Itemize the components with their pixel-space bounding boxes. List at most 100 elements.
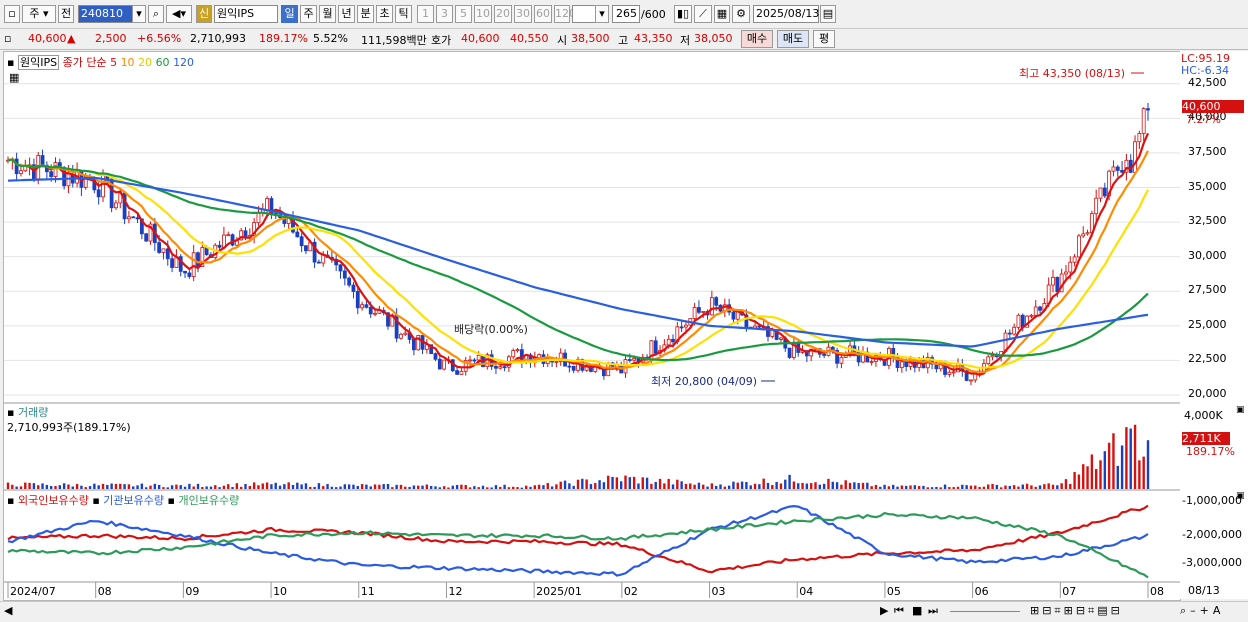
volume-bar — [304, 483, 308, 489]
chart-area[interactable]: 2024/07 08 09 10 11 12 2025/01 02 03 04 05 06 07 08 최… — [3, 51, 1181, 601]
candle — [1051, 269, 1055, 293]
tool-icons[interactable]: ⊞⊟⌗⊞⊟⌗▤⊟ — [1030, 604, 1123, 617]
volume-bar — [1021, 484, 1024, 489]
tab-day[interactable]: 일 — [281, 5, 298, 23]
candle — [874, 353, 878, 367]
stop-icon[interactable]: ■ — [912, 604, 923, 617]
x-tick-label: 04 — [799, 585, 813, 598]
price-tick: 27,500 — [1188, 283, 1227, 297]
volume-top-tick: 4,000K — [1184, 409, 1223, 422]
zoom-icons[interactable]: ⌕–+A — [1180, 604, 1225, 617]
gear-icon[interactable]: ⚙ — [732, 5, 750, 23]
date-input[interactable]: 2025/08/13 — [753, 5, 819, 23]
tab-year[interactable]: 년 — [338, 5, 355, 23]
stock-name-field[interactable]: 원익IPS — [214, 5, 278, 23]
zoom-slider[interactable] — [950, 611, 1020, 612]
period-select[interactable]: 주 ▾ — [22, 5, 56, 23]
volume-bar — [309, 486, 312, 489]
bullet-icon: ▪ — [92, 494, 100, 507]
tab-month[interactable]: 월 — [319, 5, 336, 23]
volume-bar — [162, 487, 165, 489]
rewind-icon[interactable]: ⏮ — [894, 604, 904, 617]
volume-bar — [762, 478, 765, 489]
tab-second[interactable]: 초 — [376, 5, 393, 23]
volume-bar — [1120, 445, 1124, 489]
count-input[interactable]: 265 — [612, 5, 640, 23]
price-tag-pct: 7.27% — [1186, 113, 1221, 126]
tick-5-button[interactable]: 5 — [455, 5, 472, 23]
tab-minute[interactable]: 분 — [357, 5, 374, 23]
high-price: 43,350 — [634, 32, 673, 45]
line-tool-icon[interactable]: ⟋ — [694, 5, 712, 23]
up-arrow-icon: ▲ — [67, 32, 76, 45]
layout-icon[interactable]: ▫ — [4, 5, 20, 23]
tick-1-button[interactable]: 1 — [417, 5, 434, 23]
volume-bar — [473, 486, 476, 489]
ma-label[interactable]: 종가 단순 — [62, 56, 107, 69]
institution-holdings-label[interactable]: 기관보유수량 — [103, 494, 165, 507]
volume-bar — [628, 477, 632, 489]
price-axis: LC:95.19 HC:-6.34 42,500 40,000 37,500 35,0… — [1180, 51, 1248, 599]
scroll-right-icon[interactable]: ▶ — [880, 604, 889, 617]
audio-icon[interactable]: ◀▾ — [166, 5, 192, 23]
holdings-line-0 — [7, 504, 1149, 574]
stock-code-input[interactable]: 240810 — [78, 5, 146, 23]
candle — [891, 343, 896, 363]
tick-dropdown-icon[interactable]: ▾ — [595, 5, 609, 23]
individual-holdings-label[interactable]: 개인보유수량 — [178, 494, 240, 507]
ma-20-line — [7, 158, 1149, 370]
candle — [792, 336, 796, 360]
buy-button[interactable]: 매수 — [741, 30, 773, 48]
calendar-icon[interactable]: ▤ — [820, 5, 836, 23]
volume-bar — [373, 484, 377, 489]
candle — [1072, 254, 1077, 267]
tick-120-button[interactable]: 120 — [554, 5, 576, 23]
volume-bar — [399, 484, 403, 489]
sell-button[interactable]: 매도 — [777, 30, 809, 48]
candle-type-icon[interactable]: ▮▯ — [674, 5, 692, 23]
stock-label[interactable]: 원익IPS — [17, 55, 60, 70]
volume-bar — [879, 486, 882, 489]
volume-bar — [62, 483, 66, 489]
scroll-left-icon[interactable]: ◀ — [4, 604, 13, 617]
volume-readout: 2,710,993주(189.17%) — [7, 421, 131, 434]
grid-icon[interactable]: ▦ — [714, 5, 730, 23]
low-annotation: 최저 20,800 (04/09) — [651, 375, 757, 388]
tick-3-button[interactable]: 3 — [436, 5, 453, 23]
volume-bar — [1086, 466, 1089, 489]
high-annotation: 최고 43,350 (08/13) — [1019, 67, 1125, 80]
tick-30-button[interactable]: 30 — [514, 5, 532, 23]
tab-week[interactable]: 주 — [300, 5, 317, 23]
fast-forward-icon[interactable]: ⏭ — [928, 604, 938, 617]
candle — [787, 347, 792, 359]
volume-bar — [157, 484, 161, 489]
tab-tick[interactable]: 틱 — [395, 5, 412, 23]
search-icon[interactable]: ⌕ — [148, 5, 164, 23]
scroll-bar[interactable]: ◀ ▶ ⏮ ■ ⏭ ⊞⊟⌗⊞⊟⌗▤⊟ ⌕–+A — [0, 601, 1248, 622]
avg-button[interactable]: 평 — [813, 30, 835, 48]
volume-bar — [477, 487, 480, 489]
volume-bar — [909, 485, 912, 489]
candle — [131, 216, 136, 219]
collapse-icon[interactable]: ▣ — [1236, 491, 1245, 501]
tick-20-button[interactable]: 20 — [494, 5, 512, 23]
tick-10-button[interactable]: 10 — [474, 5, 492, 23]
volume-bar — [45, 484, 49, 489]
volume-bar — [576, 479, 580, 489]
foreign-holdings-label[interactable]: 외국인보유수량 — [17, 494, 89, 507]
volume-bar — [235, 483, 239, 489]
tick-60-button[interactable]: 60 — [534, 5, 552, 23]
volume-bar — [425, 484, 429, 489]
calculator-icon[interactable]: ▦ — [9, 71, 20, 84]
candle — [584, 363, 589, 372]
volume-bar — [218, 487, 221, 489]
code-dropdown-icon[interactable]: ▾ — [132, 5, 146, 23]
volume-title[interactable]: 거래량 — [17, 406, 49, 419]
bullet-icon: ▪ — [167, 494, 175, 507]
price-tick: 20,000 — [1188, 387, 1227, 400]
candle — [269, 196, 274, 220]
collapse-icon[interactable]: ▣ — [1236, 405, 1245, 415]
prev-button[interactable]: 전 — [58, 5, 74, 23]
candle — [433, 352, 438, 362]
price-legend: ▪ 원익IPS 종가 단순 5 10 20 60 120 — [7, 54, 194, 70]
